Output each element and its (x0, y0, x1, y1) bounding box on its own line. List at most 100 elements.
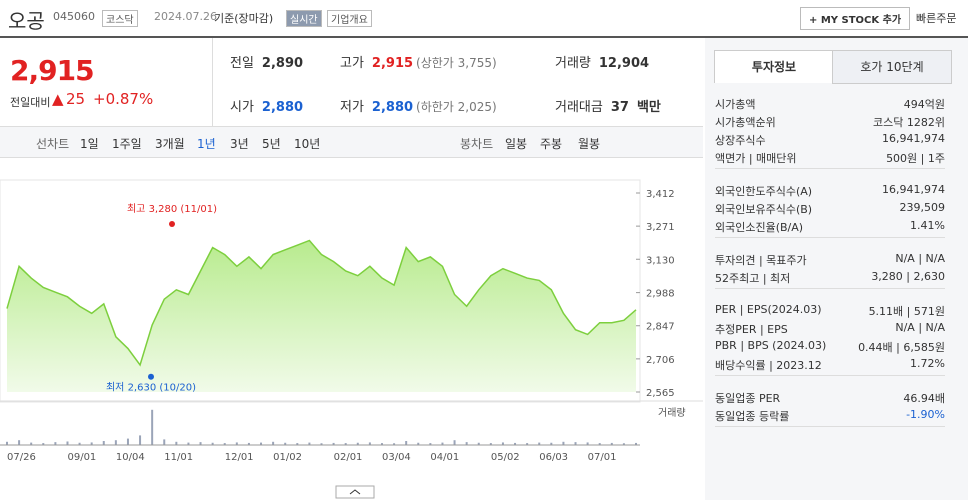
price: 2,915 (10, 54, 95, 87)
date: 2024.07.26 (154, 10, 217, 23)
period-button[interactable]: 1년 (197, 137, 216, 151)
extreme-marker (169, 221, 175, 228)
overview[interactable]: 기업개요 (327, 10, 372, 27)
volume-bar (344, 443, 347, 445)
info-value: 1.72% (910, 357, 945, 370)
candle-button[interactable]: 주봉 (540, 137, 563, 151)
info-label: PBR | BPS (2024.03) (715, 339, 827, 352)
volume-bar (489, 443, 492, 445)
info-row: 외국인소진율(B/A) 1.41% (715, 219, 945, 237)
volume-bar (114, 440, 117, 445)
y-tick-label: 2,988 (646, 289, 675, 300)
volume-bar (465, 442, 468, 445)
y-tick-label: 2,706 (646, 355, 675, 366)
x-tick-label: 04/01 (430, 452, 459, 463)
volume-bar (151, 409, 154, 445)
tab[interactable]: 투자정보 (714, 50, 834, 83)
info-value: -1.90% (906, 408, 945, 421)
volume-label: 거래량 (658, 407, 686, 419)
extreme-label: 최고 3,280 (11/01) (127, 203, 217, 215)
info-value: 0.44배 | 6,585원 (858, 341, 945, 354)
volume-bar (380, 443, 383, 445)
volume-bar (308, 442, 311, 445)
mystock-button[interactable]: + MY STOCK 추가 (800, 7, 911, 30)
volume-bar (622, 443, 625, 445)
info-value: 239,509 (899, 201, 946, 214)
quote-cell: 저가 2,880 (하한가 2,025) (340, 96, 497, 115)
y-tick-label: 2,847 (646, 322, 675, 333)
info-value: N/A | N/A (895, 321, 945, 334)
x-tick-label: 03/04 (382, 452, 411, 463)
period-button[interactable]: 3개월 (155, 137, 185, 151)
volume-bar (562, 441, 565, 445)
volume-bar (30, 442, 33, 445)
volume-bar (635, 442, 637, 445)
info-row: 액면가 | 매매단위 500원 | 1주 (715, 150, 945, 168)
quick-order[interactable]: 빠른주문 (916, 12, 957, 25)
change-label: 전일대비 (10, 96, 51, 109)
volume-bar (332, 442, 335, 445)
y-tick-label: 3,412 (646, 189, 675, 200)
volume-bar (574, 442, 577, 445)
info-value: 3,280 | 2,630 (871, 270, 945, 283)
cell-value: 37 (610, 100, 629, 115)
x-tick-label: 07/01 (588, 452, 617, 463)
change: 25 (66, 90, 86, 108)
stock-code: 045060 (53, 10, 95, 23)
volume-bar (139, 435, 142, 445)
realtime[interactable]: 실시간 (286, 10, 322, 27)
info-row: 52주최고 | 최저 3,280 | 2,630 (715, 270, 945, 288)
info-label: 외국인보유주식수(B) (715, 203, 813, 216)
candle-button[interactable]: 월봉 (578, 137, 601, 151)
cell-label: 저가 (340, 100, 364, 115)
tab[interactable]: 호가 10단계 (832, 50, 952, 84)
collapse-button[interactable] (335, 485, 375, 499)
basis: 기준(장마감) (214, 12, 274, 25)
period-button[interactable]: 10년 (294, 137, 321, 151)
volume-bar (356, 442, 359, 445)
volume-bar (368, 442, 371, 445)
volume-bar (393, 443, 396, 445)
info-label: 배당수익률 | 2023.12 (715, 359, 822, 372)
info-section: 시가총액 494억원 시가총액순위 코스닥 1282위 상장주식수 16,941,974 액… (715, 96, 945, 169)
quote-cell: 고가 2,915 (상한가 3,755) (340, 52, 497, 71)
info-value: 1.41% (910, 219, 945, 232)
x-tick-label: 10/04 (116, 452, 145, 463)
x-tick-label: 01/02 (273, 452, 302, 463)
info-label: 액면가 | 매매단위 (715, 152, 797, 165)
info-row: 동일업종 등락률 -1.90% (715, 408, 945, 426)
period-button[interactable]: 5년 (262, 137, 281, 151)
extreme-marker (148, 373, 154, 380)
info-row: 추정PER | EPS N/A | N/A (715, 321, 945, 339)
y-tick-label: 2,565 (646, 388, 675, 399)
info-label: 52주최고 | 최저 (715, 272, 791, 285)
volume-bar (405, 441, 408, 445)
y-tick-label: 3,271 (646, 222, 675, 233)
volume-bar (78, 442, 81, 445)
info-section: 동일업종 PER 46.94배 동일업종 등락률 -1.90% (715, 390, 945, 427)
y-tick-label: 3,130 (646, 255, 675, 266)
period-button[interactable]: 3년 (230, 137, 249, 151)
cell-label: 고가 (340, 56, 364, 71)
quote-cell: 전일 2,890 (230, 52, 303, 71)
period-button[interactable]: 1주일 (112, 137, 142, 151)
volume-bar (514, 442, 517, 445)
info-row: 투자의견 | 목표주가 N/A | N/A (715, 252, 945, 270)
candle-label: 봉차트 (460, 137, 494, 151)
volume-bar (54, 442, 57, 445)
x-tick-label: 05/02 (491, 452, 520, 463)
info-label: 상장주식수 (715, 134, 766, 147)
candle-button[interactable]: 일봉 (505, 137, 528, 151)
info-label: 동일업종 PER (715, 392, 781, 405)
volume-bar (586, 442, 589, 445)
info-row: 시가총액 494억원 (715, 96, 945, 114)
info-row: 동일업종 PER 46.94배 (715, 390, 945, 408)
cell-label: 전일 (230, 56, 254, 71)
volume-bar (247, 442, 250, 445)
x-tick-label: 11/01 (164, 452, 193, 463)
line-label: 선차트 (36, 137, 70, 151)
volume-bar (235, 442, 238, 445)
x-tick-label: 06/03 (539, 452, 568, 463)
period-button[interactable]: 1일 (80, 137, 99, 151)
